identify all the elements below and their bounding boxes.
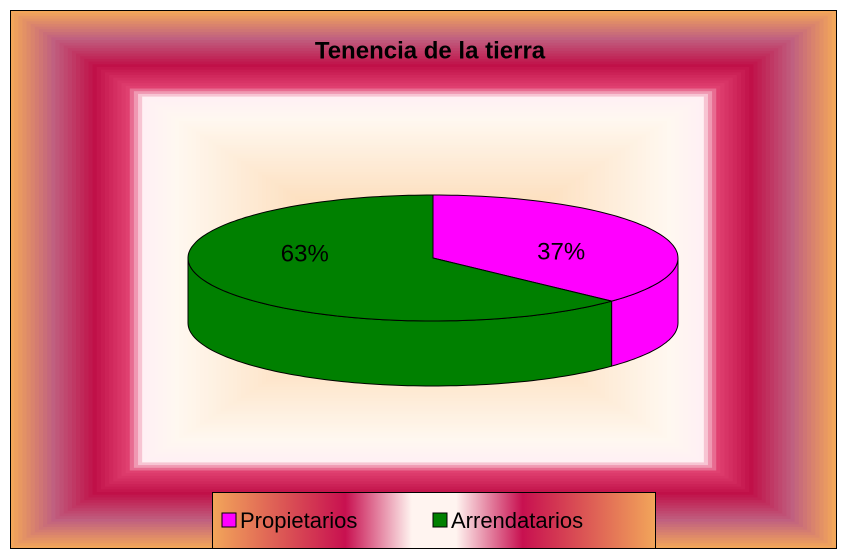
legend: Propietarios Arrendatarios [221,508,583,533]
slice [432,194,679,302]
legend-swatch [432,512,448,528]
legend-label: Arrendatarios [451,508,583,533]
data-label: 63% [281,240,329,267]
pie: 37% 63% [187,194,679,387]
legend-swatch [221,512,237,528]
slice [187,194,614,322]
legend-label: Propietarios [240,508,357,533]
chart-title: Tenencia de la tierra [315,37,546,64]
data-label: 37% [537,238,585,265]
